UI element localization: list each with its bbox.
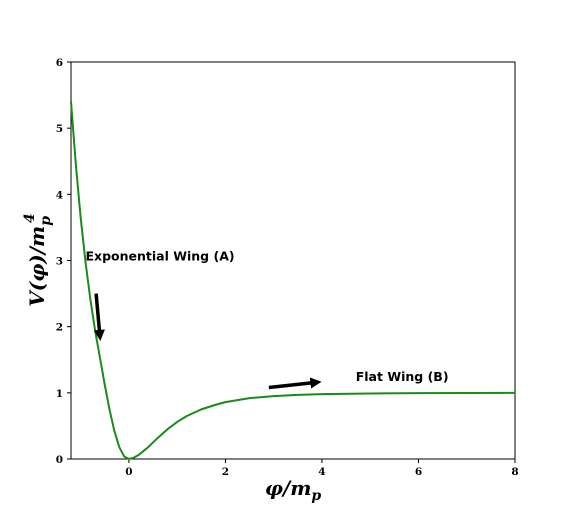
x-tick-label: 8 bbox=[511, 466, 518, 478]
y-tick-label: 1 bbox=[56, 388, 63, 400]
y-tick-label: 5 bbox=[56, 123, 63, 135]
y-tick-label: 2 bbox=[56, 322, 63, 334]
x-axis-label: φ/mp bbox=[265, 476, 322, 504]
y-tick-label: 0 bbox=[56, 454, 63, 466]
x-tick-label: 0 bbox=[125, 466, 132, 478]
annotation-arrow bbox=[93, 293, 105, 342]
annotation-label: Exponential Wing (A) bbox=[85, 249, 234, 264]
x-tick-label: 4 bbox=[318, 466, 325, 478]
annotation-label: Flat Wing (B) bbox=[356, 369, 449, 384]
y-tick-label: 6 bbox=[56, 57, 63, 69]
x-tick-label: 6 bbox=[415, 466, 422, 478]
y-axis-label: V(φ)/mp4 bbox=[22, 213, 54, 307]
x-axis-ticks: 0 2 4 6 8 bbox=[125, 459, 519, 478]
annotation-arrow bbox=[268, 377, 322, 390]
y-axis-ticks: 0 1 2 3 4 5 6 bbox=[56, 57, 71, 466]
x-tick-label: 2 bbox=[222, 466, 229, 478]
y-tick-label: 3 bbox=[56, 256, 63, 268]
annotation-arrows bbox=[93, 293, 322, 390]
y-tick-label: 4 bbox=[56, 189, 63, 201]
annotations: Exponential Wing (A) Flat Wing (B) bbox=[85, 249, 448, 384]
